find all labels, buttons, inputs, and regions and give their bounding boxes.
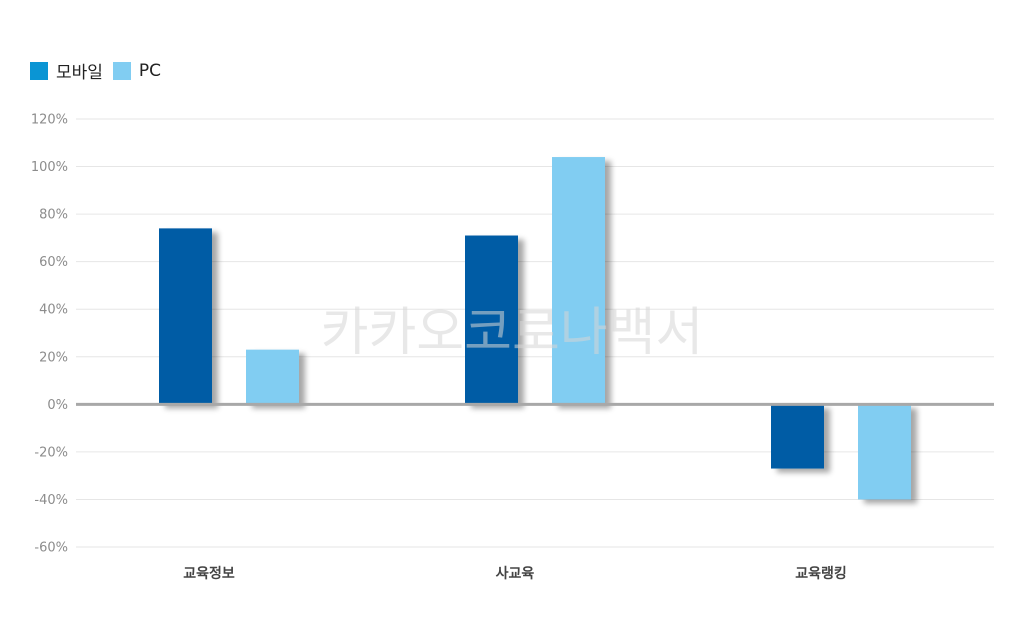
- bar-layer: [159, 157, 911, 500]
- legend-label-mobile: 모바일: [56, 63, 103, 83]
- y-tick-label: 20%: [39, 350, 68, 365]
- y-tick-label: 100%: [31, 160, 68, 175]
- legend: 모바일 PC: [30, 58, 171, 83]
- legend-swatch-pc: [112, 61, 131, 80]
- x-category-label: 교육정보: [183, 565, 235, 582]
- y-tick-label: 80%: [39, 208, 68, 223]
- x-category-label: 사교육: [496, 566, 535, 582]
- bar-mobile-1: [465, 235, 518, 405]
- bar-mobile-2: [771, 404, 824, 469]
- y-tick-label: -20%: [34, 445, 68, 460]
- bar-mobile-0: [159, 228, 212, 405]
- x-axis-categories: 교육정보 사교육 교육랭킹: [183, 565, 847, 582]
- y-tick-label: 40%: [39, 303, 68, 318]
- y-tick-label: -60%: [34, 541, 68, 556]
- legend-label-pc: PC: [138, 60, 162, 81]
- bar-pc-2: [858, 404, 911, 500]
- y-tick-label: 0%: [47, 398, 68, 413]
- legend-item-pc: PC: [112, 60, 162, 81]
- bar-pc-1: [552, 157, 605, 405]
- watermark-text: 카카오코로나백서: [321, 303, 704, 363]
- legend-item-mobile: 모바일: [30, 58, 103, 83]
- legend-swatch-mobile: [30, 61, 48, 80]
- y-axis-ticks: 120% 100% 80% 60% 40% 20% 0% -20% -40% -60%: [31, 113, 68, 556]
- y-tick-label: -40%: [34, 493, 68, 508]
- y-tick-label: 60%: [39, 255, 68, 270]
- x-category-label: 교육랭킹: [795, 565, 847, 582]
- bar-pc-0: [246, 349, 299, 405]
- y-tick-label: 120%: [31, 113, 68, 128]
